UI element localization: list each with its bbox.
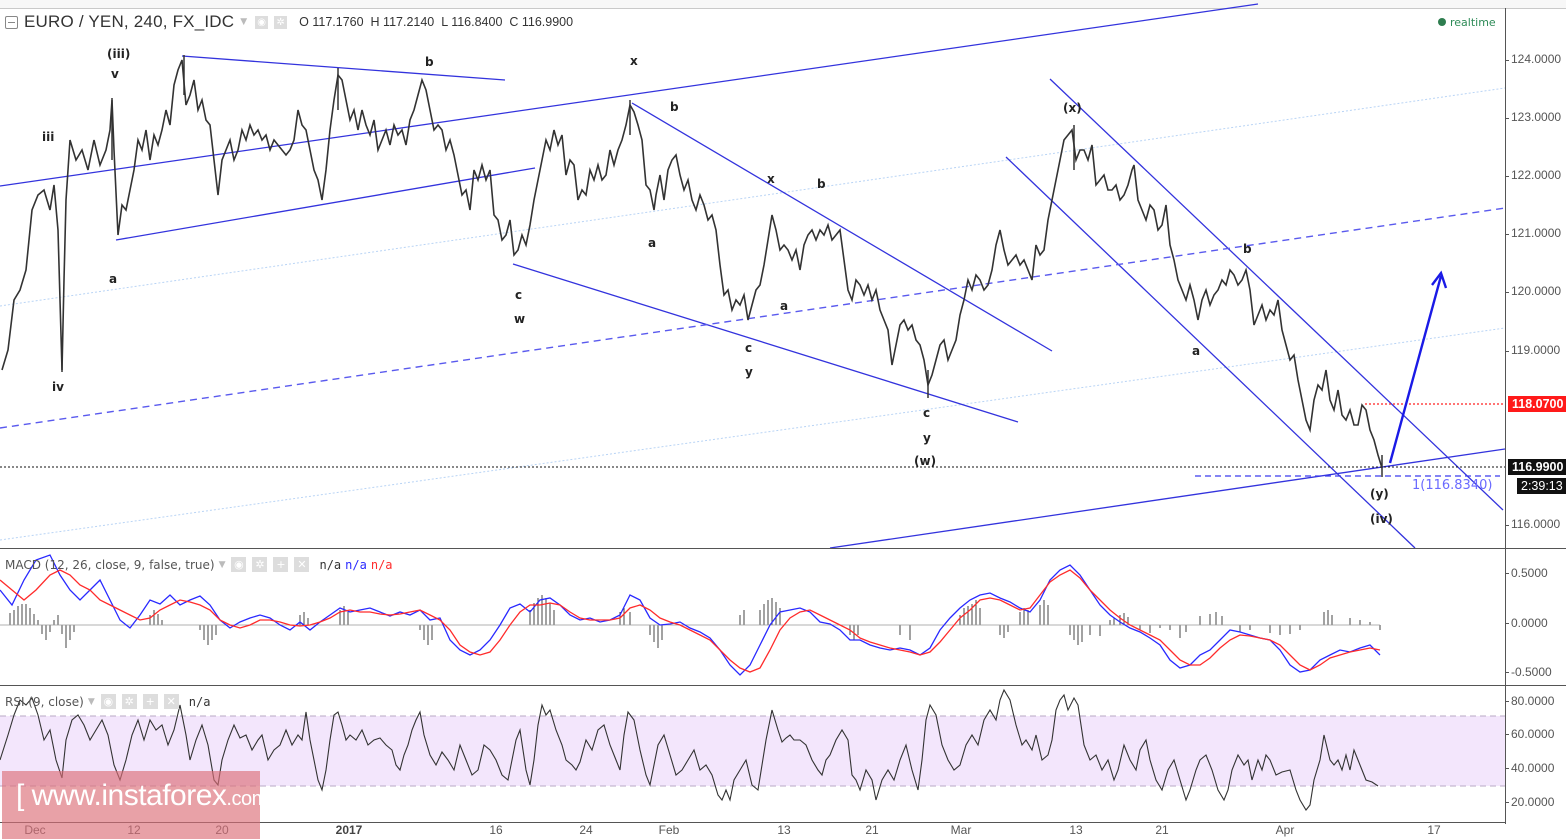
close-icon[interactable]: ✕ [294,557,310,572]
wave-labels: (iii) v iii iv a b c w x b a x b a c y c… [42,47,1393,526]
price-tick: 119.0000 [1511,343,1561,357]
resistance-price-badge: 118.0700 [1508,396,1566,412]
svg-text:(w): (w) [914,454,936,468]
macd-legend: MACD (12, 26, close, 9, false, true) ▼ ◉… [5,557,393,572]
plus-icon[interactable]: + [142,694,158,709]
macd-plot [0,554,1381,676]
svg-text:y: y [923,431,931,445]
gear-icon[interactable]: ✲ [121,694,137,709]
rsi-tick: 40.0000 [1511,761,1555,775]
svg-text:(y): (y) [1370,487,1389,501]
svg-text:a: a [109,272,117,286]
svg-text:(iv): (iv) [1370,512,1393,526]
price-axis-border [1505,8,1506,824]
price-tick: 116.0000 [1511,517,1561,531]
svg-text:iii: iii [42,130,54,144]
svg-text:x: x [630,54,638,68]
instaforex-watermark: [ www.instaforex.com ] [2,771,278,839]
chevron-down-icon[interactable]: ▼ [218,559,226,570]
price-tick: 121.0000 [1511,226,1562,240]
plus-icon[interactable]: + [273,557,289,572]
svg-text:a: a [648,236,656,250]
price-tick: 122.0000 [1511,168,1562,182]
chart-canvas[interactable]: 1(116.8340) (iii) v iii iv a b c w x b a… [0,0,1505,822]
time-tick: 16 [489,823,503,837]
bar-countdown: 2:39:13 [1517,478,1566,494]
price-tick: 123.0000 [1511,110,1562,124]
status-dot-icon [1438,18,1446,26]
macd-line-value: n/a [345,557,367,572]
price-tick: 120.0000 [1511,284,1562,298]
svg-text:w: w [514,312,525,326]
svg-text:a: a [1192,344,1200,358]
rsi-tick: 80.0000 [1511,694,1555,708]
rsi-value: n/a [188,694,211,709]
time-tick: 24 [579,823,593,837]
faint-channel-lines [0,87,1505,541]
svg-text:x: x [767,172,775,186]
macd-tick: -0.5000 [1511,665,1552,679]
macd-tick: 0.0000 [1511,616,1548,630]
time-tick: 21 [1155,823,1169,837]
svg-text:c: c [923,406,930,420]
gear-icon[interactable]: ✲ [274,15,288,29]
time-tick: 13 [777,823,791,837]
svg-text:iv: iv [52,380,64,394]
last-price-badge: 116.9900 [1508,459,1566,475]
svg-text:v: v [111,67,119,81]
svg-text:(iii): (iii) [107,47,130,61]
realtime-status: realtime [1438,16,1496,29]
svg-text:b: b [425,55,434,69]
svg-text:c: c [515,288,522,302]
eye-icon[interactable]: ◉ [100,694,116,709]
time-axis-border [0,822,1506,823]
rsi-legend: RSI (9, close) ▼ ◉ ✲ + ✕ n/a [5,694,210,709]
median-dashed-line[interactable] [0,207,1505,429]
svg-text:c: c [745,341,752,355]
time-tick: 17 [1427,823,1441,837]
svg-text:b: b [670,100,679,114]
collapse-icon[interactable] [5,15,18,29]
trend-lines[interactable] [0,3,1505,549]
eye-icon[interactable]: ◉ [255,15,269,29]
top-toolbar-strip [0,0,1566,9]
macd-pane-separator[interactable] [0,548,1566,549]
svg-text:b: b [1243,242,1252,256]
rsi-tick: 20.0000 [1511,795,1555,809]
price-tick: 124.0000 [1511,52,1562,66]
svg-text:b: b [817,177,826,191]
rsi-pane-separator[interactable] [0,685,1566,686]
fib-label: 1(116.8340) [1412,478,1492,493]
time-tick: Feb [658,823,680,837]
svg-text:a: a [780,299,788,313]
time-tick: 21 [865,823,879,837]
chevron-down-icon[interactable]: ▼ [240,17,248,27]
close-icon[interactable]: ✕ [163,694,179,709]
macd-tick: 0.5000 [1511,566,1548,580]
svg-text:(x): (x) [1063,101,1082,115]
projection-arrow[interactable] [1388,270,1448,464]
time-tick: Apr [1275,823,1295,837]
chevron-down-icon[interactable]: ▼ [87,696,95,707]
macd-title[interactable]: MACD (12, 26, close, 9, false, true) [5,557,215,572]
rsi-title[interactable]: RSI (9, close) [5,694,84,709]
price-bars [1,55,1383,477]
macd-signal-value: n/a [370,557,393,572]
time-tick: 2017 [335,823,363,837]
gear-icon[interactable]: ✲ [252,557,268,572]
symbol-title[interactable]: EURO / YEN, 240, FX_IDC [24,12,235,31]
rsi-tick: 60.0000 [1511,727,1555,741]
ohlc-values: O 117.1760 H 117.2140 L 116.8400 C 116.9… [299,15,574,29]
time-tick: Mar [950,823,972,837]
macd-hist-value: n/a [319,557,342,572]
svg-text:y: y [745,365,753,379]
eye-icon[interactable]: ◉ [231,557,247,572]
rsi-line [0,688,1379,811]
time-tick: 13 [1069,823,1083,837]
symbol-legend: EURO / YEN, 240, FX_IDC ▼ ◉ ✲ O 117.1760… [5,12,573,32]
